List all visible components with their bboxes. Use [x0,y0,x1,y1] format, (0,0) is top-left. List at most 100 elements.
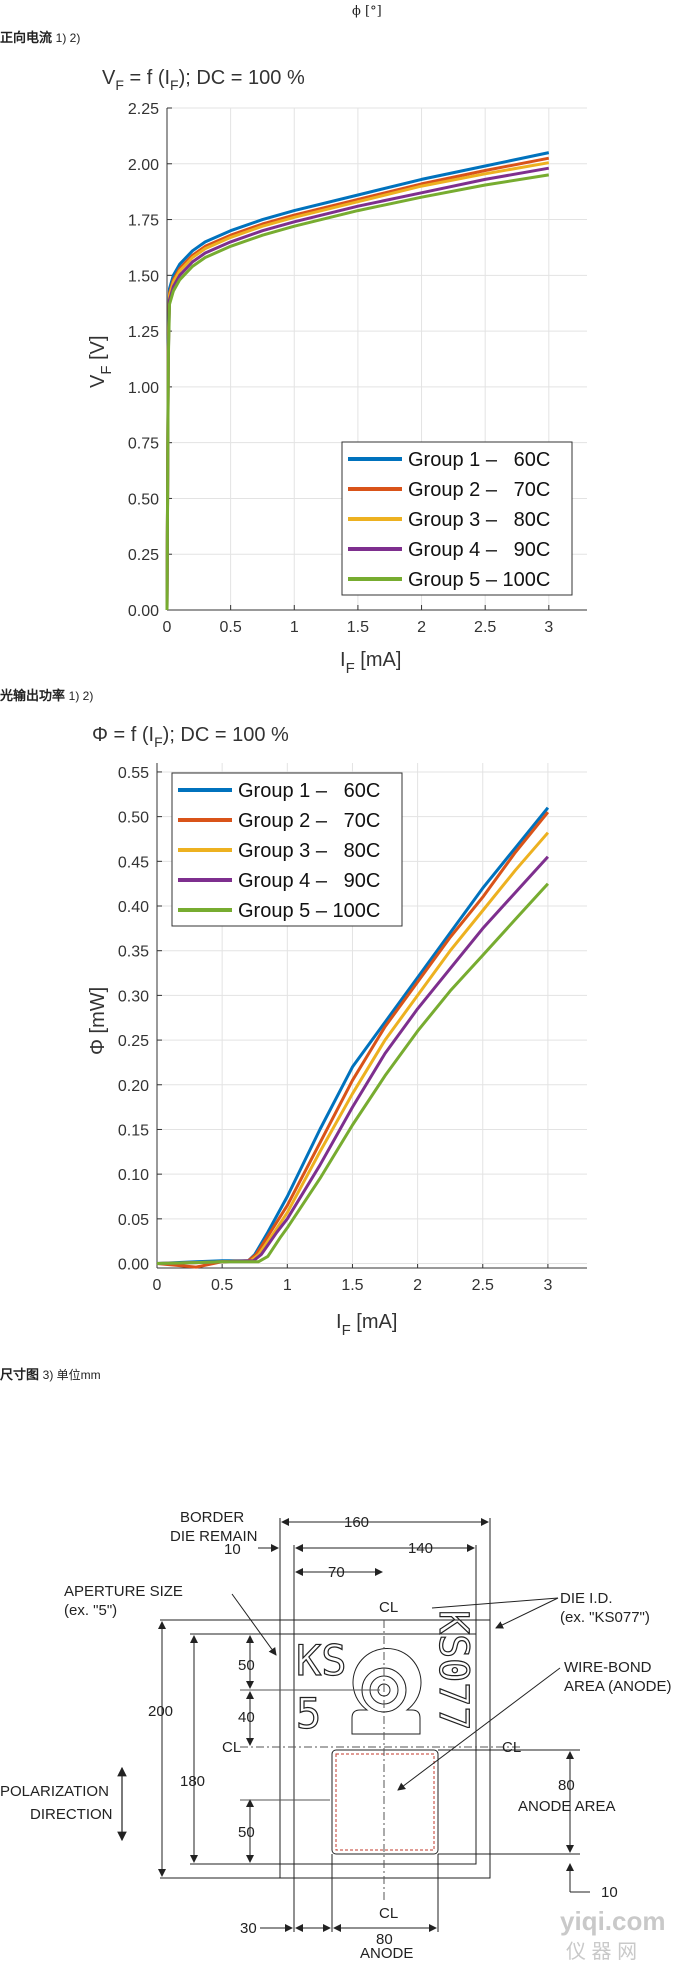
dim-160: 160 [344,1514,369,1531]
chart2-series [156,806,550,1269]
x-tick-label: 2 [413,1277,422,1294]
y-tick-label: 0.55 [118,765,149,782]
y-tick-label: 0.75 [128,436,159,453]
y-tick-label: 0.35 [118,944,149,961]
legend-label-group-4: Group 4 – 90C [238,870,380,892]
dim-140: 140 [408,1540,433,1557]
chart2-grid [156,763,587,1269]
dim-50-top: 50 [238,1657,255,1674]
chart1-x-axis-label: IF [mA] [340,649,401,677]
chart1-series [165,151,550,611]
x-tick-label: 1 [290,619,299,636]
y-tick-label: 0.00 [118,1257,149,1274]
die-text-ks: KS [296,1636,347,1685]
y-tick-label: 0.15 [118,1122,149,1139]
callout-anode-area: ANODE AREA [518,1798,616,1815]
cl-mark-left: CL [222,1739,241,1756]
leader-die-id-line [431,1597,559,1609]
watermark-url: yiqi.com [560,1906,665,1936]
dimension-drawing: KS 5 KS077 CL CL CL CL 160 140 70 10 50 … [0,1509,672,1963]
section-footnote: 1) 2) [55,31,81,45]
legend-label-group-1: Group 1 – 60C [238,780,380,802]
section-footnote: 1) 2) [68,689,94,703]
leader-die-border [495,1597,559,1629]
callout-aperture-line1: APERTURE SIZE [64,1583,183,1600]
callout-wire-bond-line2: AREA (ANODE) [564,1678,672,1695]
chart2-tick-labels: 0 0.5 1 1.5 2 2.5 3 0.00 0.05 0.10 0.15 0.20 0.25 0.3… [118,765,553,1294]
callout-polarization-line1: POLARIZATION [0,1783,109,1800]
legend-label-group-1: Group 1 – 60C [408,449,550,471]
section-title-text: 正向电流 [0,30,53,45]
callout-die-id-line2: (ex. "KS077") [560,1609,650,1626]
dim-180: 180 [180,1773,205,1790]
leader-aperture [231,1593,277,1656]
chart1-tick-labels: 0 0.5 1 1.5 2 2.5 3 0.00 0.25 0.50 0.75 1.00 1.25 1.5… [128,101,554,636]
callout-die-id-line1: DIE I.D. [560,1590,613,1607]
callout-anode: ANODE [360,1945,413,1962]
anode-area [331,1749,439,1855]
chart2-x-axis-label: IF [mA] [336,1311,397,1339]
die-outline [293,1633,477,1865]
chart2-legend: Group 1 – 60C Group 2 – 70C Group 3 – 80C G… [171,772,403,927]
y-tick-label: 0.50 [128,491,159,508]
y-tick-label: 1.50 [128,268,159,285]
x-tick-label: 0.5 [220,619,242,636]
dim-70: 70 [328,1564,345,1581]
dim-40: 40 [238,1709,255,1726]
y-tick-label: 0.40 [118,899,149,916]
x-tick-label: 0 [163,619,172,636]
y-tick-label: 0.50 [118,810,149,827]
chart1-legend: Group 1 – 60C Group 2 – 70C Group 3 – 80C G… [341,441,573,596]
dim-80-bottom: 80 [376,1931,393,1948]
y-tick-label: 2.00 [128,157,159,174]
series-line-group-5 [156,882,550,1265]
y-tick-label: 0.20 [118,1078,149,1095]
x-tick-label: 2.5 [472,1277,494,1294]
section-title-text: 尺寸图 [0,1367,40,1382]
y-tick-label: 1.25 [128,324,159,341]
section-title-dimensions: 尺寸图 3) 单位mm [0,1364,101,1383]
legend-label-group-5: Group 5 – 100C [238,900,380,922]
x-tick-label: 1.5 [341,1277,363,1294]
x-tick-label: 0.5 [211,1277,233,1294]
leader-wire-bond [397,1667,561,1791]
legend-label-group-3: Group 3 – 80C [408,509,550,531]
dim-80-right: 80 [558,1777,575,1794]
x-tick-label: 1 [283,1277,292,1294]
section-title-optical-power: 光输出功率 1) 2) [0,685,93,704]
watermark-cn: 仪 器 网 [566,1941,637,1963]
x-tick-label: 2 [417,619,426,636]
cl-mark-right: CL [502,1739,521,1756]
callout-border-line1: BORDER [180,1509,244,1526]
y-tick-label: 0.10 [118,1167,149,1184]
dim-50-bottom: 50 [238,1824,255,1841]
forward-voltage-chart: VF = f (IF); DC = 100 % 0 0.5 1 1.5 2 2.5 3 0.0… [87,67,587,677]
legend-label-group-2: Group 2 – 70C [408,479,550,501]
dim-10-right: 10 [601,1884,618,1901]
y-tick-label: 0.45 [118,854,149,871]
phi-label: ϕ [°] [352,4,382,19]
die-text-aperture-size: 5 [296,1689,321,1738]
cl-mark-top: CL [379,1599,398,1616]
y-tick-label: 1.75 [128,213,159,230]
die-text-id: KS077 [430,1610,476,1730]
y-tick-label: 0.25 [118,1033,149,1050]
callout-wire-bond-line1: WIRE-BOND [564,1659,652,1676]
x-tick-label: 2.5 [474,619,496,636]
chart2-title: Φ = f (IF); DC = 100 % [92,724,289,750]
optical-power-chart: Φ = f (IF); DC = 100 % 0 0.5 1 1.5 2 2.5 3 0.00… [87,724,587,1339]
callout-polarization-line2: DIRECTION [30,1806,113,1823]
chart2-y-axis-label: Φ [mW] [87,987,109,1055]
series-line-group-5 [165,173,550,611]
legend-label-group-4: Group 4 – 90C [408,539,550,561]
x-tick-label: 0 [153,1277,162,1294]
x-tick-label: 1.5 [347,619,369,636]
y-tick-label: 2.25 [128,101,159,118]
y-tick-label: 0.25 [128,547,159,564]
legend-label-group-5: Group 5 – 100C [408,569,550,591]
callout-border-line2: DIE REMAIN [170,1528,258,1545]
y-tick-label: 0.30 [118,988,149,1005]
y-tick-label: 0.05 [118,1212,149,1229]
section-title-forward-current: 正向电流 1) 2) [0,27,80,46]
dim-200: 200 [148,1703,173,1720]
